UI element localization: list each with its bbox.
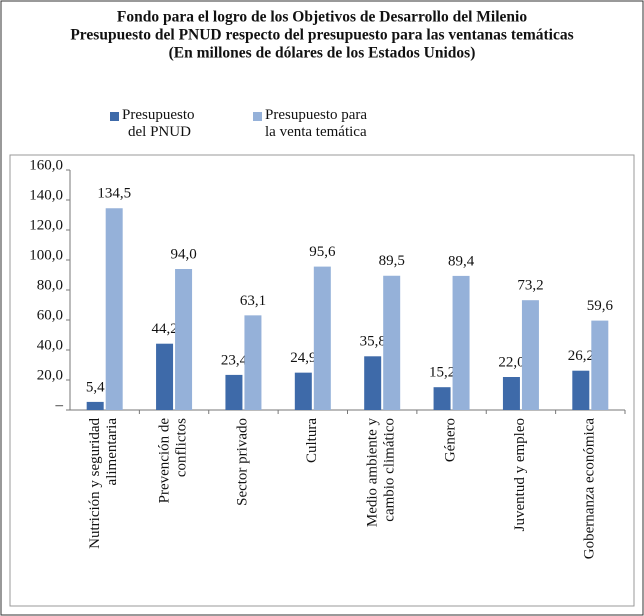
chart-title: Presupuesto del PNUD respecto del presup…	[70, 27, 573, 44]
legend-swatch	[110, 112, 119, 121]
y-tick-label: 60,0	[37, 307, 63, 323]
y-tick-label: 120,0	[29, 217, 63, 233]
bar	[364, 356, 382, 410]
y-tick-label: 80,0	[37, 277, 63, 293]
value-label-bg	[561, 345, 600, 368]
chart-title: (En millones de dólares de los Estados U…	[169, 45, 476, 62]
y-tick-label: 100,0	[29, 247, 63, 263]
bar	[244, 315, 262, 410]
bar	[591, 320, 609, 410]
value-label: 94,0	[170, 246, 196, 262]
y-tick-label: 140,0	[29, 187, 63, 203]
legend-label: Presupuesto del PNUD	[122, 107, 195, 140]
legend-label: Presupuesto para la venta temática	[265, 107, 367, 140]
value-label: 15,2	[429, 365, 455, 381]
bar	[452, 275, 470, 410]
bar	[105, 208, 123, 410]
value-label-bg	[284, 347, 323, 370]
y-tick-label: 20,0	[37, 367, 63, 383]
bar	[502, 377, 520, 410]
value-label: 23,4	[221, 352, 248, 368]
x-tick-label: Género	[443, 418, 459, 462]
value-label: 95,6	[309, 244, 336, 260]
x-tick-label: Prevención deconflictos	[157, 418, 190, 504]
value-label-bg	[511, 275, 550, 298]
value-label-bg	[492, 352, 531, 374]
value-label-bg	[80, 376, 111, 399]
bar	[433, 387, 451, 410]
y-tick-label: 40,0	[37, 337, 63, 353]
value-label: 134,5	[97, 186, 131, 202]
value-label: 63,1	[240, 293, 266, 309]
value-label: 89,5	[379, 253, 405, 269]
value-label-bg	[303, 241, 342, 264]
bar	[294, 372, 312, 410]
value-label-bg	[145, 318, 184, 341]
bar	[86, 401, 104, 410]
value-label: 22,0	[498, 354, 524, 370]
value-label: 44,2	[151, 321, 177, 337]
value-label-bg	[91, 183, 138, 206]
value-label-bg	[214, 349, 253, 372]
value-label-bg	[442, 250, 481, 273]
value-label-bg	[423, 362, 462, 385]
value-label: 73,2	[517, 278, 543, 294]
x-tick-label: Sector privado	[235, 418, 251, 506]
bar	[175, 269, 193, 410]
bar	[225, 374, 243, 410]
x-tick-label: Medio ambiente ycambio climático	[365, 418, 398, 528]
plot-frame	[9, 154, 635, 607]
value-label-bg	[353, 331, 392, 354]
value-label: 5,4	[86, 379, 105, 395]
value-label: 59,6	[587, 298, 614, 314]
value-label: 89,4	[448, 253, 475, 269]
value-label-bg	[233, 290, 272, 313]
y-tick-label: –	[55, 397, 64, 413]
y-tick-label: 160,0	[29, 157, 63, 173]
chart-title: Fondo para el logro de los Objetivos de …	[117, 9, 527, 26]
bar	[313, 266, 331, 410]
x-tick-label: Gobernanza económica	[582, 418, 598, 560]
legend-swatch	[253, 112, 262, 121]
value-label: 26,2	[568, 348, 594, 364]
x-tick-label: Nutrición y seguridadalimentaria	[88, 418, 121, 549]
x-tick-label: Juventud y empleo	[512, 418, 528, 531]
value-label-bg	[372, 250, 411, 273]
bar	[156, 343, 174, 410]
x-tick-label: Cultura	[304, 418, 320, 463]
value-label: 35,8	[360, 334, 386, 350]
value-label-bg	[164, 244, 203, 266]
value-label: 24,9	[290, 350, 316, 366]
bar	[383, 275, 401, 410]
value-label-bg	[580, 295, 619, 318]
bar	[572, 370, 590, 410]
bar	[521, 300, 539, 410]
